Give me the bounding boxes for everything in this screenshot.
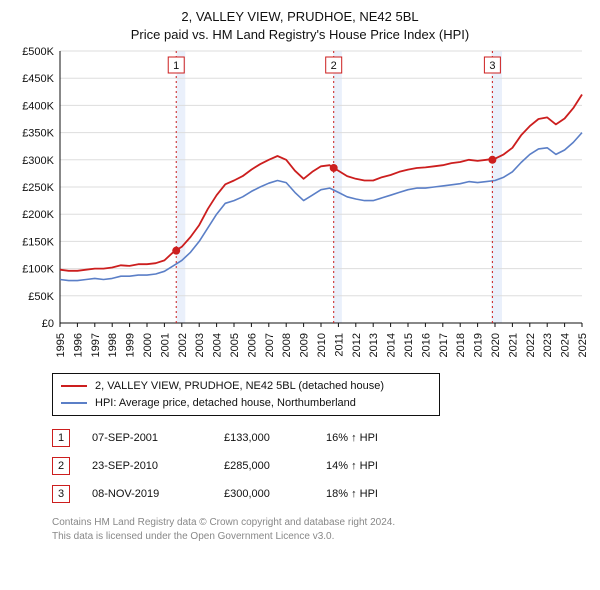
svg-text:2025: 2025: [577, 333, 588, 357]
svg-text:£50K: £50K: [28, 291, 54, 303]
event-date: 23-SEP-2010: [92, 460, 202, 472]
svg-text:2000: 2000: [142, 333, 154, 357]
event-number-box: 2: [52, 457, 70, 475]
svg-text:1999: 1999: [125, 333, 137, 357]
svg-text:2010: 2010: [316, 333, 328, 357]
legend-swatch-series2: [61, 402, 87, 404]
svg-text:2005: 2005: [229, 333, 241, 357]
svg-text:1997: 1997: [90, 333, 102, 357]
event-date: 08-NOV-2019: [92, 488, 202, 500]
svg-text:2011: 2011: [333, 333, 345, 357]
chart-title-block: 2, VALLEY VIEW, PRUDHOE, NE42 5BL Price …: [12, 8, 588, 43]
svg-text:2004: 2004: [212, 333, 224, 357]
svg-text:£400K: £400K: [22, 100, 54, 112]
footer-line-1: Contains HM Land Registry data © Crown c…: [52, 516, 588, 530]
event-price: £285,000: [224, 460, 304, 472]
event-number-box: 3: [52, 485, 70, 503]
chart-title: 2, VALLEY VIEW, PRUDHOE, NE42 5BL: [12, 8, 588, 26]
svg-text:2016: 2016: [420, 333, 432, 357]
svg-text:1995: 1995: [55, 333, 67, 357]
svg-text:2020: 2020: [490, 333, 502, 357]
svg-text:2024: 2024: [560, 333, 572, 357]
svg-text:1998: 1998: [107, 333, 119, 357]
svg-text:2017: 2017: [438, 333, 450, 357]
legend-label-series2: HPI: Average price, detached house, Nort…: [95, 395, 356, 412]
legend-row-series2: HPI: Average price, detached house, Nort…: [61, 395, 431, 412]
svg-text:£450K: £450K: [22, 73, 54, 85]
event-diff: 14% ↑ HPI: [326, 460, 446, 472]
legend-label-series1: 2, VALLEY VIEW, PRUDHOE, NE42 5BL (detac…: [95, 378, 384, 395]
svg-text:2014: 2014: [386, 333, 398, 357]
svg-text:£200K: £200K: [22, 209, 54, 221]
svg-text:2023: 2023: [542, 333, 554, 357]
svg-text:2022: 2022: [525, 333, 537, 357]
svg-text:2021: 2021: [507, 333, 519, 357]
svg-text:2001: 2001: [159, 333, 171, 357]
event-diff: 18% ↑ HPI: [326, 488, 446, 500]
event-price: £133,000: [224, 432, 304, 444]
svg-text:1: 1: [173, 60, 179, 72]
svg-text:2018: 2018: [455, 333, 467, 357]
svg-text:2008: 2008: [281, 333, 293, 357]
event-price: £300,000: [224, 488, 304, 500]
legend-row-series1: 2, VALLEY VIEW, PRUDHOE, NE42 5BL (detac…: [61, 378, 431, 395]
svg-text:2: 2: [331, 60, 337, 72]
chart-subtitle: Price paid vs. HM Land Registry's House …: [12, 26, 588, 44]
svg-text:2012: 2012: [351, 333, 363, 357]
svg-text:£500K: £500K: [22, 47, 54, 58]
svg-text:£250K: £250K: [22, 182, 54, 194]
event-date: 07-SEP-2001: [92, 432, 202, 444]
svg-text:2013: 2013: [368, 333, 380, 357]
svg-text:£0: £0: [42, 318, 54, 330]
footer-line-2: This data is licensed under the Open Gov…: [52, 530, 588, 544]
svg-text:2015: 2015: [403, 333, 415, 357]
chart-legend: 2, VALLEY VIEW, PRUDHOE, NE42 5BL (detac…: [52, 373, 440, 416]
svg-text:£350K: £350K: [22, 128, 54, 140]
price-vs-hpi-chart: £0 £50K £100K £150K £200K £250K £300K £350K £400…: [12, 47, 588, 367]
price-events-table: 1 07-SEP-2001 £133,000 16% ↑ HPI 2 23-SE…: [52, 424, 588, 508]
svg-text:2019: 2019: [473, 333, 485, 357]
chart-footer: Contains HM Land Registry data © Crown c…: [52, 516, 588, 543]
svg-text:£100K: £100K: [22, 264, 54, 276]
svg-text:2009: 2009: [299, 333, 311, 357]
legend-swatch-series1: [61, 385, 87, 387]
svg-text:£300K: £300K: [22, 155, 54, 167]
svg-text:2002: 2002: [177, 333, 189, 357]
svg-text:£150K: £150K: [22, 236, 54, 248]
event-diff: 16% ↑ HPI: [326, 432, 446, 444]
svg-text:2003: 2003: [194, 333, 206, 357]
svg-text:2006: 2006: [246, 333, 258, 357]
svg-text:1996: 1996: [72, 333, 84, 357]
svg-text:2007: 2007: [264, 333, 276, 357]
svg-text:3: 3: [489, 60, 495, 72]
event-number-box: 1: [52, 429, 70, 447]
